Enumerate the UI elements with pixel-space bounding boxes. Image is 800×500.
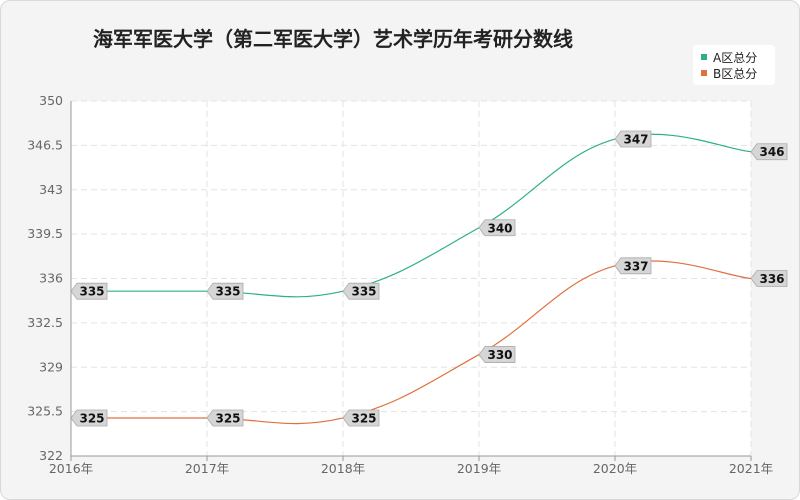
data-label-text: 346: [759, 145, 784, 159]
data-label: 335: [342, 282, 380, 300]
data-label-text: 330: [487, 348, 512, 362]
y-tick-label: 346.5: [27, 137, 63, 152]
data-label-text: 347: [623, 133, 648, 147]
data-label-text: 325: [351, 411, 376, 425]
data-label-bg: [478, 219, 516, 237]
data-label: 347: [614, 130, 652, 148]
data-label-text: 325: [79, 411, 104, 425]
y-tick-label: 339.5: [27, 226, 63, 241]
data-label-bg: [206, 409, 244, 427]
legend-item-b[interactable]: B区总分: [701, 65, 757, 81]
y-tick-label: 325.5: [27, 404, 63, 419]
legend-label-a: A区总分: [713, 50, 758, 65]
x-tick-label: 2018年: [321, 461, 365, 476]
x-tick-label: 2021年: [729, 461, 773, 476]
data-label: 325: [342, 409, 380, 427]
data-label-text: 335: [215, 285, 240, 299]
data-label: 330: [478, 346, 516, 363]
y-tick-label: 322: [39, 448, 63, 463]
data-label-bg: [614, 257, 652, 275]
data-label: 336: [750, 270, 788, 287]
x-tick-label: 2020年: [593, 461, 637, 476]
data-label: 340: [478, 219, 516, 237]
legend-swatch-b: [701, 70, 707, 76]
data-label-text: 336: [759, 272, 784, 286]
y-tick-label: 336: [39, 271, 63, 286]
data-label: 337: [614, 257, 652, 275]
legend-swatch-a: [701, 54, 707, 60]
data-label-text: 325: [215, 411, 240, 425]
data-label: 335: [70, 282, 108, 300]
data-label-bg: [614, 130, 652, 148]
data-label-bg: [478, 346, 516, 363]
x-tick-label: 2019年: [457, 461, 501, 476]
data-label-bg: [206, 282, 244, 300]
data-label-bg: [342, 282, 380, 300]
data-label-bg: [750, 270, 788, 287]
data-label-bg: [342, 409, 380, 427]
y-tick-label: 329: [39, 359, 63, 374]
data-label-text: 335: [79, 285, 104, 299]
legend-label-b: B区总分: [713, 66, 758, 81]
y-tick-label: 343: [39, 182, 63, 197]
data-label-bg: [750, 143, 788, 161]
data-label: 335: [206, 282, 244, 300]
data-label-bg: [70, 409, 108, 427]
legend[interactable]: A区总分 B区总分: [693, 45, 775, 85]
data-label: 346: [750, 143, 788, 161]
x-tick-label: 2016年: [49, 461, 93, 476]
data-label: 325: [70, 409, 108, 427]
legend-item-a[interactable]: A区总分: [701, 49, 757, 65]
data-label-bg: [70, 282, 108, 300]
x-tick-label: 2017年: [185, 461, 229, 476]
data-label-text: 340: [487, 221, 512, 235]
data-label-text: 337: [623, 259, 648, 273]
data-label-text: 335: [351, 285, 376, 299]
data-label: 325: [206, 409, 244, 427]
y-tick-label: 350: [39, 93, 63, 108]
y-tick-label: 332.5: [27, 315, 63, 330]
chart-title: 海军军医大学（第二军医大学）艺术学历年考研分数线: [93, 27, 573, 51]
